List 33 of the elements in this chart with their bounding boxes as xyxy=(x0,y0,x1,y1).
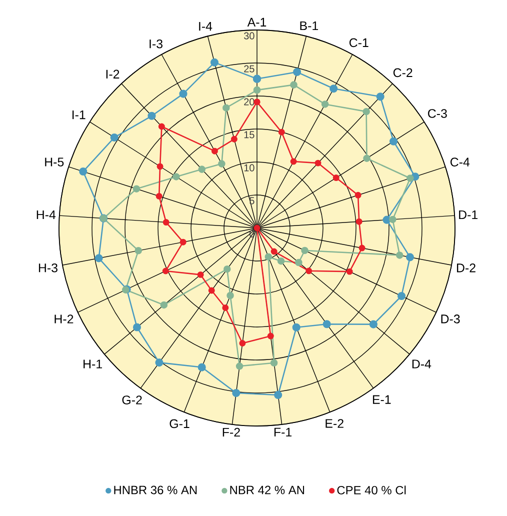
spoke-label: A-1 xyxy=(247,18,266,26)
y-tick-label: 25 xyxy=(244,65,254,72)
y-tick-label: 20 xyxy=(244,98,254,106)
spoke-label: H-5 xyxy=(45,158,64,166)
spoke-label: F-1 xyxy=(274,428,292,436)
spoke-label: I-2 xyxy=(106,70,120,78)
spoke-label: G-2 xyxy=(122,396,142,404)
spoke-label: C-1 xyxy=(349,38,368,48)
spoke-label: H-2 xyxy=(54,314,74,324)
spoke-label: I-3 xyxy=(150,39,162,48)
spoke-label: B-1 xyxy=(300,21,318,30)
y-tick-label: 15 xyxy=(244,131,254,138)
spoke-label: C-2 xyxy=(393,68,412,78)
spoke-label: F-2 xyxy=(222,428,240,437)
spoke-label: I-4 xyxy=(199,22,212,31)
spoke-label: E-2 xyxy=(326,419,344,428)
legend-label: NBR 42 % AN xyxy=(230,486,304,494)
spoke-label: H-1 xyxy=(84,360,102,368)
spoke-label: C-3 xyxy=(428,109,447,118)
spoke-label: D-1 xyxy=(459,210,478,220)
spoke-label: C-4 xyxy=(450,158,470,166)
spoke-label: H-4 xyxy=(36,210,56,220)
spoke-label: D-2 xyxy=(456,264,476,272)
spoke-label: E-1 xyxy=(372,395,391,404)
y-tick-label: 10 xyxy=(244,164,254,172)
spoke-label: D-3 xyxy=(441,314,460,324)
spoke-label: G-1 xyxy=(170,419,190,428)
y-tick-label: 30 xyxy=(244,32,254,40)
spoke-label: I-1 xyxy=(72,110,86,120)
spoke-label: H-3 xyxy=(38,263,58,272)
legend-label: HNBR 36 % AN xyxy=(114,486,197,494)
spoke-label: D-4 xyxy=(412,360,432,368)
legend-label: CPE 40 % Cl xyxy=(337,486,406,494)
